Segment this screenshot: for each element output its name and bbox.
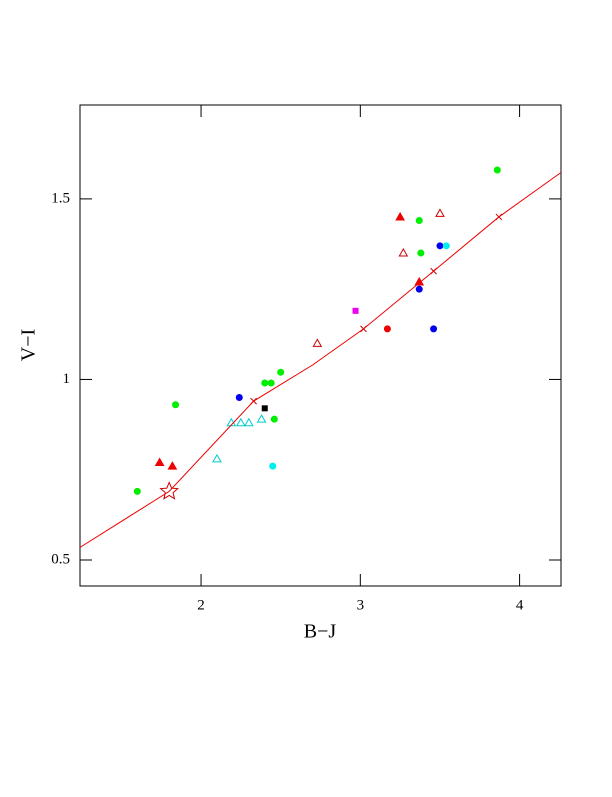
point [493,166,501,174]
point [270,415,278,423]
plot-frame [79,104,562,587]
point [430,325,438,333]
point [383,325,391,333]
y-tick-label: 0.5 [51,551,70,567]
point [261,379,269,387]
point [414,276,425,286]
point [398,248,409,257]
point [243,417,254,427]
x-axis-label: B−J [304,621,337,643]
point [235,394,243,401]
point [267,379,275,387]
fit-line [79,172,562,548]
point [154,457,165,466]
point [436,242,444,250]
x-tick-label: 4 [516,597,524,613]
point [395,211,405,221]
y-axis-label: V−I [18,329,40,361]
point [435,208,445,217]
y-tick-label: 1.5 [51,190,70,206]
point [133,487,141,495]
point [352,307,359,314]
point [159,481,179,500]
y-tick-label: 1 [63,371,71,387]
point [269,462,277,470]
point [172,401,180,409]
point [261,405,268,412]
point [212,453,222,463]
point [312,338,323,347]
point [417,249,425,257]
point [236,417,246,427]
point [415,217,423,225]
x-tick-label: 3 [357,597,365,613]
point [277,368,285,376]
point [167,461,178,470]
point [442,242,450,250]
point [415,285,423,293]
x-tick-label: 2 [197,597,205,613]
point [256,414,267,423]
